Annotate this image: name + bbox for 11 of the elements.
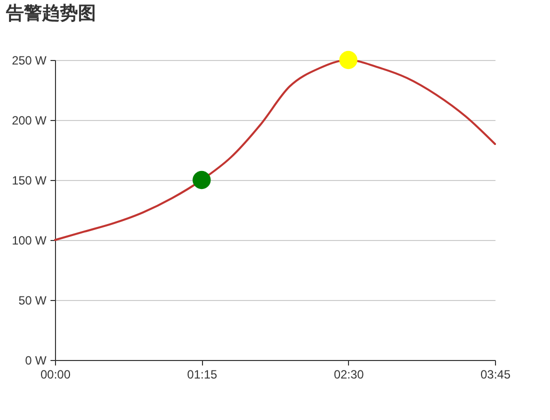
x-tick-label: 02:30 bbox=[334, 368, 364, 382]
y-tick-label: 250 W bbox=[12, 54, 48, 68]
x-tick-label: 03:45 bbox=[480, 368, 511, 382]
chart-title: 告警趋势图 bbox=[5, 2, 96, 24]
x-tick-label: 00:00 bbox=[40, 368, 71, 382]
x-tick-label: 01:15 bbox=[187, 368, 218, 382]
y-tick-label: 200 W bbox=[12, 114, 48, 128]
y-tick-label: 100 W bbox=[12, 234, 48, 248]
y-tick-label: 150 W bbox=[12, 174, 48, 188]
y-tick-label: 50 W bbox=[18, 294, 48, 308]
y-tick-label: 0 W bbox=[25, 354, 48, 368]
